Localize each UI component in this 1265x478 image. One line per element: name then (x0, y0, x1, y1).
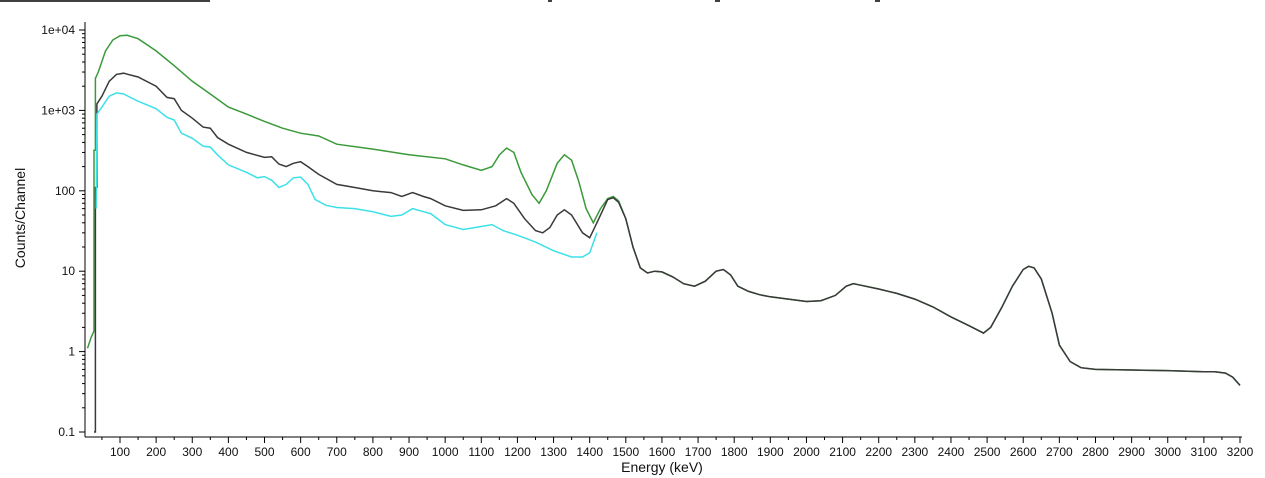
series-group (86, 34, 1241, 433)
x-tick-label: 2400 (938, 445, 965, 459)
x-tick-label: 1900 (757, 445, 784, 459)
x-tick-label: 3200 (1227, 445, 1254, 459)
y-tick-label: 100 (55, 184, 75, 198)
y-tick-label: 10 (62, 264, 76, 278)
series-line-2 (94, 72, 1241, 433)
y-axis-ticks: 0.1 1 10 100 1e+03 1e+04 (41, 23, 85, 439)
y-axis-title: Counts/Channel (12, 168, 28, 268)
x-tick-label: 700 (327, 445, 347, 459)
x-tick-label: 1000 (432, 445, 459, 459)
x-tick-label: 1800 (721, 445, 748, 459)
x-tick-label: 2300 (901, 445, 928, 459)
x-tick-label: 1200 (504, 445, 531, 459)
x-tick-label: 2800 (1082, 445, 1109, 459)
x-tick-label: 1700 (685, 445, 712, 459)
x-tick-label: 1500 (612, 445, 639, 459)
series-line-1 (86, 34, 1241, 386)
y-tick-label: 1 (68, 345, 75, 359)
x-tick-label: 2600 (1010, 445, 1037, 459)
x-tick-label: 600 (291, 445, 311, 459)
x-tick-label: 2700 (1046, 445, 1073, 459)
x-tick-label: 1600 (649, 445, 676, 459)
x-tick-label: 1100 (468, 445, 494, 459)
x-tick-label: 100 (110, 445, 130, 459)
x-tick-label: 2500 (974, 445, 1001, 459)
x-axis-ticks: 100 200 300 400 500 600 700 800 900 1000 1100 1200 1… (101, 437, 1254, 459)
x-tick-label: 2900 (1118, 445, 1145, 459)
x-tick-label: 2100 (829, 445, 856, 459)
y-tick-label: 0.1 (58, 425, 75, 439)
x-tick-label: 300 (182, 445, 202, 459)
x-tick-label: 3100 (1191, 445, 1218, 459)
x-axis-title: Energy (keV) (621, 459, 703, 475)
x-tick-label: 2200 (865, 445, 892, 459)
y-tick-label: 1e+03 (41, 103, 75, 117)
x-tick-label: 500 (255, 445, 275, 459)
y-tick-label: 1e+04 (41, 23, 75, 37)
x-tick-label: 3000 (1154, 445, 1181, 459)
x-tick-label: 1400 (576, 445, 603, 459)
series-line-3 (95, 92, 598, 258)
x-tick-label: 200 (146, 445, 166, 459)
x-tick-label: 800 (363, 445, 383, 459)
x-tick-label: 900 (399, 445, 419, 459)
x-tick-label: 400 (218, 445, 238, 459)
x-tick-label: 1300 (540, 445, 567, 459)
axes (84, 22, 1242, 438)
x-tick-label: 2000 (793, 445, 820, 459)
